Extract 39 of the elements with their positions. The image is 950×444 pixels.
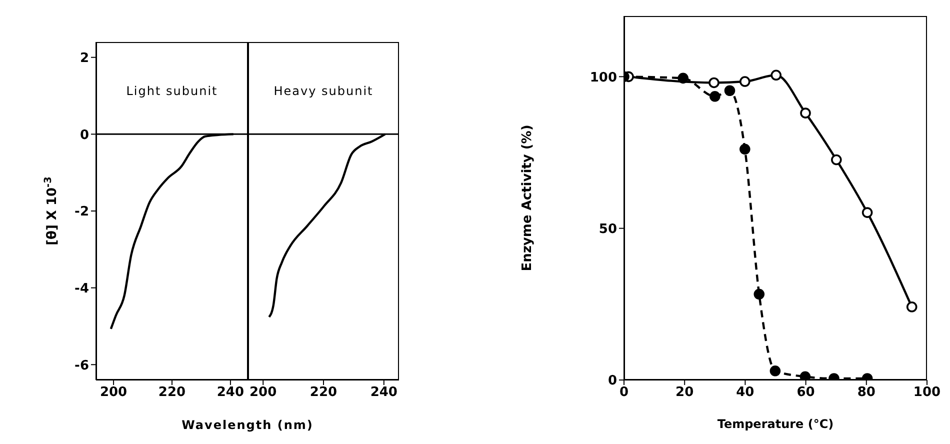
point xyxy=(770,366,781,376)
y-tick-label: 100 xyxy=(590,70,617,86)
point xyxy=(754,288,765,300)
x-tick-label: 220 xyxy=(158,385,186,400)
point xyxy=(708,77,720,88)
x-tick-label: 100 xyxy=(913,385,941,400)
y-tick-label: 50 xyxy=(598,222,617,237)
y-tick-label: -2 xyxy=(74,204,89,220)
annotation: Heavy subunit xyxy=(272,84,374,98)
x-tick-label: 240 xyxy=(370,385,398,400)
point xyxy=(862,207,873,218)
x-tick-label: 0 xyxy=(619,385,629,400)
y-tick-label: -6 xyxy=(74,358,89,374)
point xyxy=(831,154,842,166)
x-tick-label: 40 xyxy=(736,385,754,400)
point xyxy=(770,70,782,81)
point xyxy=(724,85,736,96)
x-tick-label: 240 xyxy=(216,385,244,400)
point xyxy=(906,301,918,312)
point xyxy=(710,90,720,102)
point xyxy=(739,76,750,87)
y-tick-label: 0 xyxy=(608,374,617,389)
x-tick-label: 220 xyxy=(310,385,338,400)
y-tick-label: -4 xyxy=(74,281,89,296)
x-tick-label: 200 xyxy=(250,385,277,400)
y-tick-label: 2 xyxy=(80,50,89,66)
annotation: Light subunit xyxy=(125,84,219,98)
x-tick-label: 20 xyxy=(676,385,694,400)
x-axis-title: Wavelength (nm) xyxy=(180,418,314,432)
x-tick-label: 80 xyxy=(857,385,876,400)
x-tick-label: 200 xyxy=(100,385,128,400)
point xyxy=(800,108,811,118)
point xyxy=(739,144,750,155)
y-axis-title: Enzyme Activity (%) xyxy=(520,124,535,272)
y-tick-label: 0 xyxy=(80,128,89,143)
x-tick-label: 60 xyxy=(796,385,815,400)
x-axis-title: Temperature (°C) xyxy=(717,417,834,431)
point xyxy=(678,72,688,84)
point xyxy=(800,371,811,380)
